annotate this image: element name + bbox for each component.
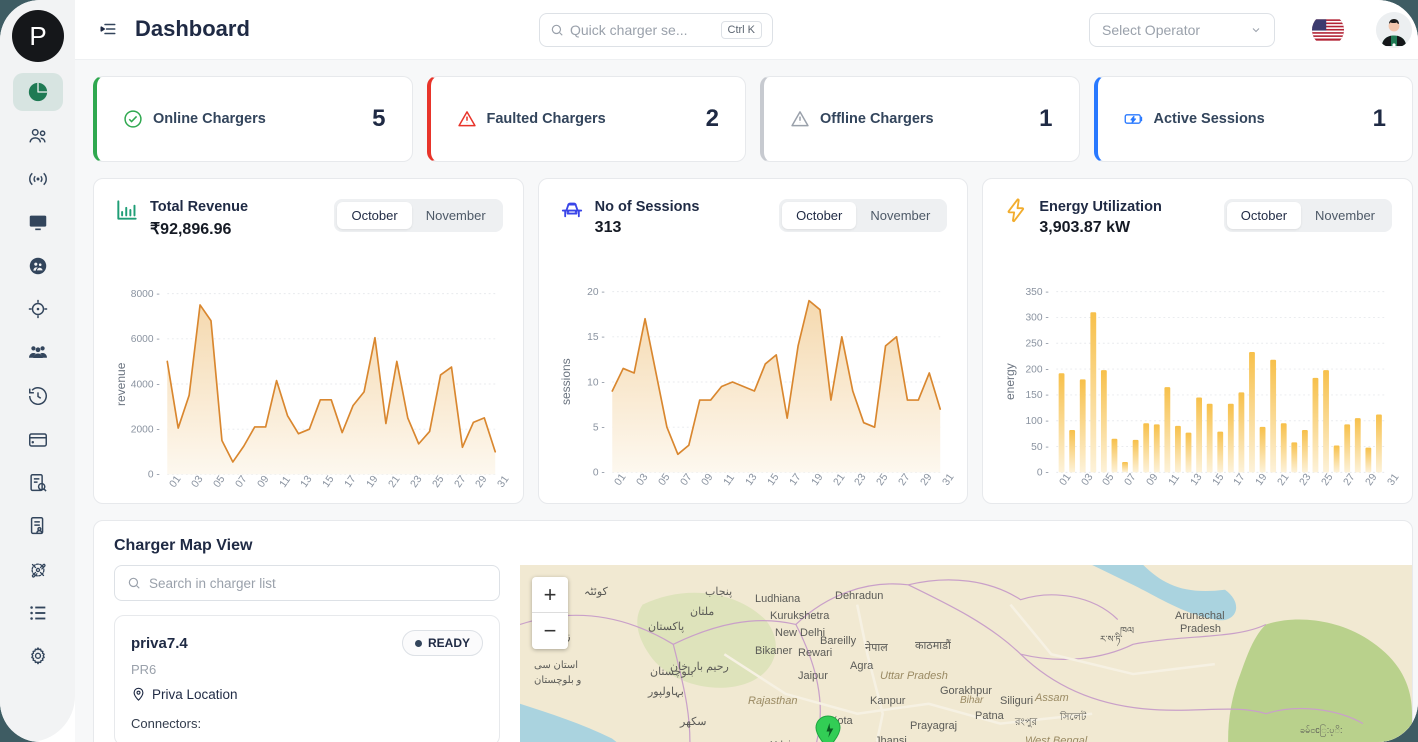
svg-text:200 -: 200 -: [1026, 364, 1049, 375]
svg-text:100 -: 100 -: [1026, 416, 1049, 427]
svg-text:2000 -: 2000 -: [131, 424, 160, 435]
svg-text:0 -: 0 -: [1037, 467, 1049, 478]
svg-text:350 -: 350 -: [1026, 287, 1049, 298]
svg-text:6000 -: 6000 -: [131, 334, 160, 345]
svg-text:0 -: 0 -: [593, 467, 605, 478]
svg-text:150 -: 150 -: [1026, 390, 1049, 401]
svg-text:10 -: 10 -: [587, 377, 605, 388]
svg-text:15 -: 15 -: [587, 332, 605, 343]
svg-text:300 -: 300 -: [1026, 312, 1049, 323]
svg-text:250 -: 250 -: [1026, 338, 1049, 349]
svg-text:50 -: 50 -: [1032, 442, 1050, 453]
svg-text:8000 -: 8000 -: [131, 289, 160, 300]
svg-text:20 -: 20 -: [587, 287, 605, 298]
svg-text:0 -: 0 -: [148, 469, 160, 480]
svg-text:4000 -: 4000 -: [131, 379, 160, 390]
svg-text:5 -: 5 -: [593, 422, 605, 433]
